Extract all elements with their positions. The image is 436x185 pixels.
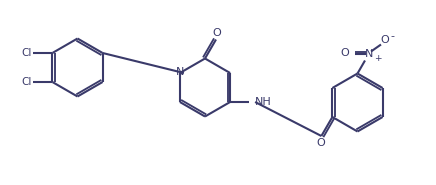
Text: O: O (340, 48, 349, 58)
Text: Cl: Cl (21, 48, 31, 58)
Text: O: O (380, 35, 389, 45)
Text: N: N (365, 49, 373, 59)
Text: NH: NH (255, 97, 272, 107)
Text: N: N (176, 67, 184, 77)
Text: Cl: Cl (21, 77, 31, 87)
Text: -: - (390, 31, 394, 41)
Text: +: + (374, 54, 382, 63)
Text: O: O (213, 28, 221, 38)
Text: O: O (316, 138, 325, 148)
